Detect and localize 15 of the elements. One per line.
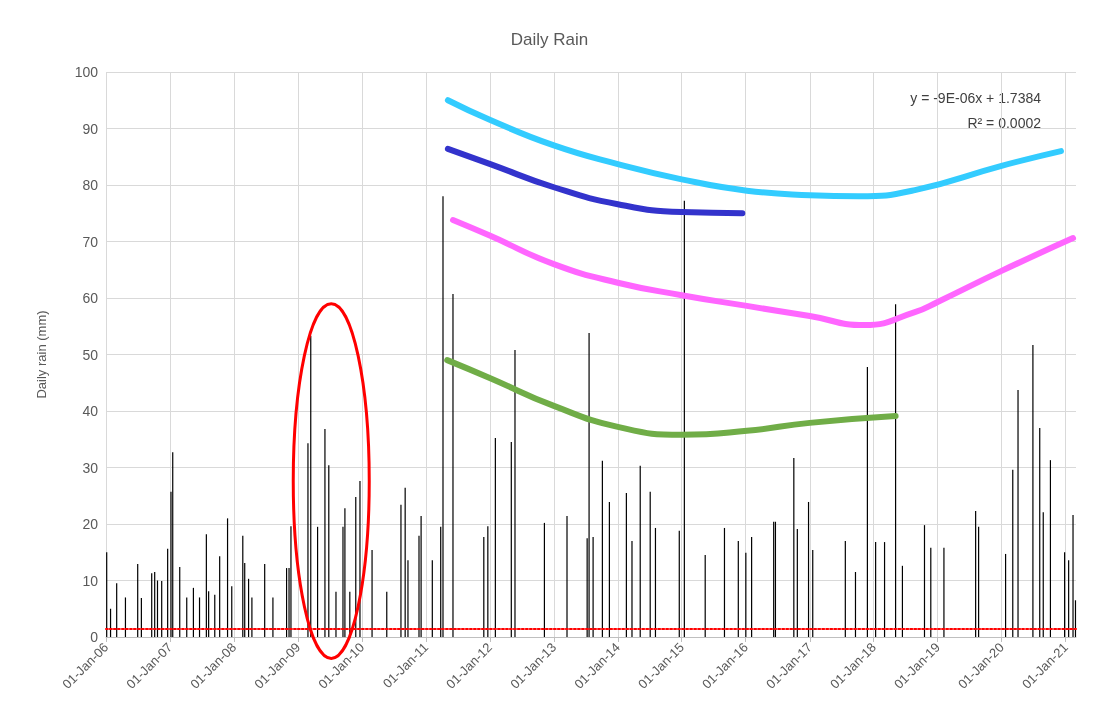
annotation: y = -9E-06x + 1.7384: [910, 90, 1042, 106]
y-tick-label: 100: [74, 64, 99, 80]
y-tick-label: 30: [82, 459, 99, 476]
y-tick-label: 70: [82, 233, 99, 250]
annotation: R² = 0.0002: [967, 115, 1042, 131]
y-axis-title: Daily rain (mm): [34, 310, 49, 399]
y-tick-label: 40: [82, 403, 99, 419]
y-tick-label: 80: [82, 177, 99, 193]
chart-title: Daily Rain: [510, 30, 589, 49]
y-tick-label: 0: [90, 629, 99, 645]
y-tick-label: 50: [82, 346, 99, 363]
y-tick-label: 20: [82, 516, 99, 532]
y-tick-label: 90: [82, 120, 99, 137]
y-tick-label: 10: [82, 572, 99, 589]
y-tick-label: 60: [82, 290, 99, 306]
